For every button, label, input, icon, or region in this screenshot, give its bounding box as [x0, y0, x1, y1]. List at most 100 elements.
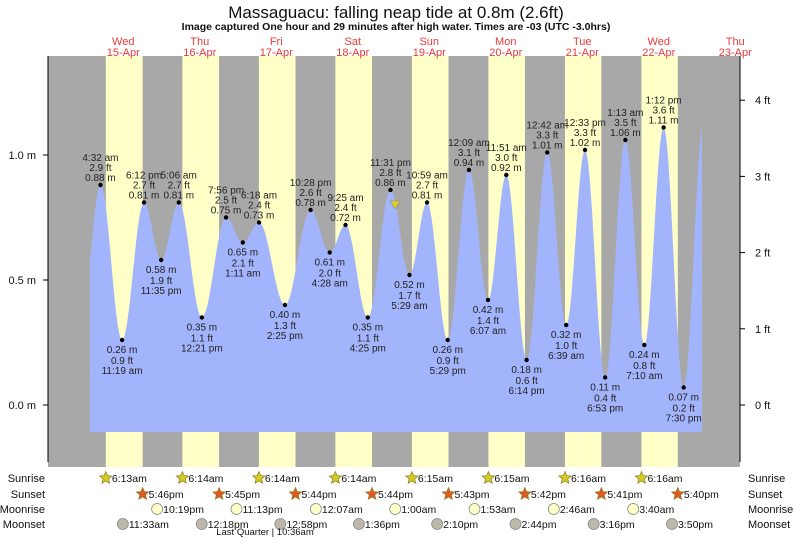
tide-height-m: 0.92 m — [491, 163, 522, 174]
tide-height-m: 0.24 m — [629, 350, 660, 361]
tide-height-m: 0.81 m — [412, 191, 443, 202]
tide-time: 5:29 pm — [430, 366, 466, 377]
tide-point — [642, 342, 647, 348]
tide-time: 1:11 am — [225, 269, 260, 280]
tide-point — [445, 337, 450, 343]
moonset-icon — [666, 518, 678, 530]
sunset-time: 5:43pm — [454, 489, 489, 501]
tide-time: 12:09 am — [448, 138, 490, 149]
tide-height-m: 0.26 m — [432, 345, 463, 356]
tide-height-ft: 2.4 ft — [248, 201, 270, 212]
sunset-icon — [441, 486, 456, 501]
tide-low-event: 0.61 m2.0 ft4:28 am — [312, 250, 348, 290]
current-tide-marker-icon — [389, 200, 401, 210]
moonset-time: 12:18pm — [208, 519, 249, 531]
tide-high-event: 0.75 m2.5 ft7:56 pm — [208, 186, 244, 220]
tide-height-ft: 2.8 ft — [379, 168, 401, 179]
tide-height-m: 0.18 m — [511, 365, 542, 376]
tide-point — [327, 250, 332, 255]
tide-height-ft: 0.2 ft — [673, 404, 695, 415]
tide-point — [282, 302, 288, 308]
tide-height-ft: 1.3 ft — [274, 321, 296, 332]
moonrise-icon — [627, 503, 640, 515]
tide-height-ft: 3.5 ft — [614, 118, 636, 129]
moonset-icon — [116, 518, 129, 530]
tide-point — [256, 220, 262, 225]
moonset-time: 2:44pm — [521, 519, 556, 531]
bottom-day-strip — [258, 462, 296, 467]
moonrise-icon — [389, 503, 402, 515]
tide-high-event: 0.81 m2.7 ft5:06 am — [161, 171, 197, 205]
moonrise-icon — [547, 503, 560, 515]
tide-time: 12:42 am — [526, 121, 568, 132]
bottom-day-strip — [335, 462, 373, 467]
tide-point — [424, 200, 430, 205]
tide-height-m: 0.32 m — [551, 330, 582, 341]
y-right-tick-label: 4 ft — [755, 95, 770, 107]
moonrise-time: 12:07am — [322, 504, 363, 516]
tide-time: 11:19 am — [102, 366, 143, 377]
day-weekday-label: Wed — [648, 36, 670, 48]
day-weekday-label: Fri — [270, 36, 283, 48]
moonrise-row-label-right: Moonrise — [748, 504, 793, 516]
sunrise-row-label: Sunrise — [8, 473, 45, 485]
moonset-time: 11:33am — [129, 519, 169, 531]
day-date-label: 17-Apr — [260, 47, 293, 59]
tide-height-ft: 2.1 ft — [232, 259, 254, 270]
tide-low-event: 0.26 m0.9 ft5:29 pm — [430, 337, 466, 377]
tide-height-m: 0.86 m — [375, 178, 406, 189]
tide-time: 7:10 am — [626, 371, 662, 382]
tide-time: 2:25 pm — [267, 331, 303, 342]
tide-high-event: 0.81 m2.7 ft6:12 pm — [126, 171, 162, 205]
moonset-icon — [352, 518, 365, 530]
tide-point — [661, 125, 666, 130]
tide-height-m: 0.94 m — [454, 158, 485, 169]
day-weekday-label: Wed — [112, 36, 134, 48]
sunrise-time: 6:14am — [341, 473, 376, 485]
moonrise-row-label: Moonrise — [0, 504, 45, 516]
tide-low-event: 0.35 m1.1 ft4:25 pm — [350, 315, 386, 355]
tide-height-ft: 2.7 ft — [133, 181, 155, 192]
sunset-time: 5:45pm — [225, 489, 260, 501]
sunset-time: 5:44pm — [378, 489, 413, 501]
bottom-night-strip — [48, 462, 740, 467]
tide-time: 6:53 pm — [587, 404, 623, 415]
tide-height-ft: 0.4 ft — [594, 394, 616, 405]
sunrise-icon — [404, 470, 419, 485]
tide-low-event: 0.07 m0.2 ft7:30 pm — [666, 385, 702, 425]
chart-subtitle: Image captured One hour and 29 minutes a… — [182, 21, 611, 33]
tide-height-ft: 1.9 ft — [150, 276, 172, 287]
sunset-time: 5:40pm — [684, 489, 719, 501]
y-left-tick-label: 1.0 m — [8, 150, 36, 162]
moonset-icon — [195, 518, 208, 530]
tide-point — [582, 147, 588, 153]
moonset-icon — [509, 518, 522, 530]
y-right-tick-label: 3 ft — [755, 171, 770, 183]
tide-high-event: 1.06 m3.5 ft1:13 am — [607, 108, 643, 143]
tide-height-ft: 0.6 ft — [515, 376, 537, 387]
tide-point — [485, 297, 491, 303]
almanac: Sunrise Sunrise 6:13am 6:14am 6:14am 6:14am 6:… — [0, 462, 793, 538]
tide-point — [563, 322, 569, 328]
sunrise-time: 6:14am — [188, 473, 223, 485]
moonrise-time: 1:53am — [481, 504, 516, 516]
tide-height-ft: 0.9 ft — [437, 356, 459, 367]
tide-time: 11:35 pm — [141, 286, 182, 297]
tide-low-event: 0.40 m1.3 ft2:25 pm — [267, 302, 303, 342]
tide-curve-area — [90, 127, 702, 433]
sunset-row-label: Sunset — [11, 489, 45, 501]
tide-height-ft: 1.0 ft — [555, 341, 577, 352]
moonset-icon — [274, 518, 287, 530]
tide-point — [545, 150, 550, 155]
sunset-time: 5:46pm — [149, 489, 184, 501]
tide-height-ft: 1.1 ft — [357, 334, 379, 345]
day-weekday-label: Thu — [726, 36, 745, 48]
sunrise-icon — [557, 470, 573, 485]
tide-height-ft: 3.6 ft — [652, 106, 674, 117]
tide-height-ft: 2.9 ft — [89, 163, 111, 174]
tide-height-m: 1.02 m — [570, 138, 601, 149]
